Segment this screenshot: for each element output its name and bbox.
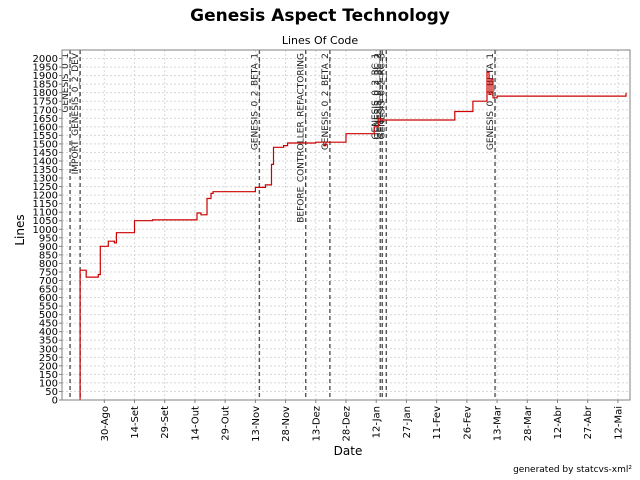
- y-tick-label: 1600: [33, 122, 58, 133]
- tag-markers: GENESIS_0_1 IMPORT_GENESIS_0_2_DEV GENESIS…: [61, 50, 496, 400]
- y-axis-ticks: 0501001502002503003504004505005506006507…: [33, 54, 62, 407]
- y-tick-label: 1700: [33, 105, 58, 116]
- y-tick-label: 950: [39, 233, 58, 244]
- y-tick-label: 1500: [33, 139, 58, 150]
- y-tick-label: 700: [39, 276, 58, 287]
- y-tick-label: 1350: [33, 165, 58, 176]
- y-tick-label: 900: [39, 242, 58, 253]
- y-tick-label: 1250: [33, 182, 58, 193]
- y-tick-label: 650: [39, 285, 58, 296]
- tag-marker-label: GENESIS_0_1: [61, 53, 71, 113]
- x-tick-label: 30-Ago: [100, 406, 111, 441]
- tag-marker-label: GENESIS_0_2_BETA_1: [250, 53, 260, 150]
- x-tick-label: 26-Fev: [462, 406, 473, 440]
- y-tick-label: 1300: [33, 174, 58, 185]
- x-tick-label: 14-Out: [190, 406, 201, 441]
- y-tick-label: 0: [52, 396, 58, 407]
- chart-title: Genesis Aspect Technology: [190, 6, 450, 26]
- grid-lines: [62, 50, 630, 401]
- x-tick-label: 27-Jan: [402, 406, 413, 438]
- y-tick-label: 250: [39, 353, 58, 364]
- x-axis-ticks: 30-Ago 14-Set 29-Set 14-Out 29-Out 13-Nov 28-N…: [100, 400, 624, 442]
- y-tick-label: 2000: [33, 54, 58, 65]
- chart-subtitle: Lines Of Code: [281, 34, 359, 47]
- tag-marker-label: GENESIS_0_2_RC_2: [373, 53, 383, 139]
- x-tick-label: 13-Mar: [493, 405, 504, 441]
- x-tick-label: 12-Mai: [613, 406, 624, 440]
- x-tick-label: 28-Mar: [523, 405, 534, 441]
- y-tick-label: 800: [39, 259, 58, 270]
- y-tick-label: 1550: [33, 131, 58, 142]
- y-tick-label: 750: [39, 267, 58, 278]
- tag-marker-label: BEFORE_CONTROLLER_REFACTORING: [297, 53, 307, 223]
- y-tick-label: 1950: [33, 63, 58, 74]
- y-tick-label: 1400: [33, 156, 58, 167]
- x-tick-label: 12-Abr: [553, 405, 564, 439]
- y-tick-label: 1800: [33, 88, 58, 99]
- y-axis-label: Lines: [13, 214, 27, 245]
- generator-note: generated by statcvs-xml²: [513, 465, 632, 475]
- x-tick-label: 11-Fev: [432, 406, 443, 440]
- y-tick-label: 350: [39, 336, 58, 347]
- y-tick-label: 600: [39, 293, 58, 304]
- y-tick-label: 100: [39, 378, 58, 389]
- y-tick-label: 450: [39, 319, 58, 330]
- tag-marker-label: GENESIS_0_2_RC_1: [371, 53, 381, 139]
- y-tick-label: 50: [45, 387, 58, 398]
- y-tick-label: 500: [39, 310, 58, 321]
- y-tick-label: 1450: [33, 148, 58, 159]
- series-layer: [79, 71, 627, 400]
- y-tick-label: 850: [39, 250, 58, 261]
- y-tick-label: 1050: [33, 216, 58, 227]
- x-tick-label: 28-Dez: [342, 406, 353, 441]
- y-tick-label: 1900: [33, 71, 58, 82]
- x-tick-label: 29-Out: [221, 406, 232, 441]
- y-tick-label: 1850: [33, 80, 58, 91]
- tag-marker-label: IMPORT_GENESIS_0_2_DEV: [71, 52, 81, 174]
- tag-marker-label: GENESIS_0_2_RC_3: [377, 53, 387, 139]
- x-tick-label: 12-Jan: [372, 406, 383, 438]
- y-tick-label: 300: [39, 344, 58, 355]
- x-tick-label: 13-Dez: [311, 406, 322, 441]
- x-tick-label: 13-Nov: [251, 406, 262, 442]
- y-tick-label: 1000: [33, 225, 58, 236]
- y-tick-label: 1200: [33, 191, 58, 202]
- x-tick-label: 27-Abr: [583, 405, 594, 439]
- y-tick-label: 150: [39, 370, 58, 381]
- y-tick-label: 1150: [33, 199, 58, 210]
- x-tick-label: 28-Nov: [281, 406, 292, 442]
- x-tick-label: 29-Set: [160, 406, 171, 439]
- y-tick-label: 1650: [33, 114, 58, 125]
- x-axis-label: Date: [334, 444, 363, 458]
- y-tick-label: 200: [39, 361, 58, 372]
- x-tick-label: 14-Set: [130, 406, 141, 439]
- y-tick-label: 1100: [33, 208, 58, 219]
- tag-marker-label: GENESIS_0_3_BETA_1: [486, 53, 496, 150]
- y-tick-label: 400: [39, 327, 58, 338]
- lines-of-code-series: [79, 71, 627, 400]
- y-tick-label: 1750: [33, 97, 58, 108]
- tag-marker-label: GENESIS_0_2_BETA_2: [321, 53, 331, 150]
- y-tick-label: 550: [39, 302, 58, 313]
